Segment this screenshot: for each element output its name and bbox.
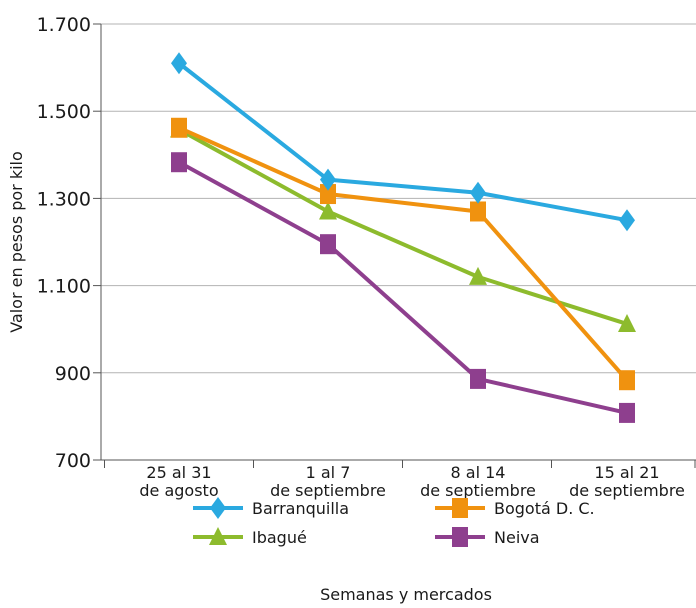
data-point [469, 266, 487, 285]
y-tick-label: 900 [55, 363, 91, 385]
series-2 [170, 119, 636, 332]
legend-item: Barranquilla [193, 497, 349, 519]
data-point [619, 370, 635, 391]
y-axis-title: Valor en pesos por kilo [7, 151, 26, 333]
axes [93, 23, 696, 468]
x-tick-labels: 25 al 31 de agosto 1 al 7 de septiembre 8 al… [139, 463, 685, 500]
legend-marker [209, 527, 227, 545]
series-line [178, 160, 628, 415]
data-point [470, 201, 486, 222]
data-point [470, 181, 486, 204]
data-point [470, 368, 486, 389]
legend-label: Ibagué [252, 528, 307, 547]
series-group [170, 52, 636, 423]
series-0 [171, 52, 635, 232]
series-1 [171, 117, 635, 391]
legend-item: Bogotá D. C. [435, 498, 595, 518]
legend: Barranquilla Bogotá D. C. Ibagué Neiva [193, 497, 595, 547]
data-point [619, 402, 635, 423]
data-point [320, 168, 336, 191]
x-axis-title: Semanas y mercados [320, 585, 492, 604]
legend-marker [452, 498, 468, 518]
legend-marker [210, 497, 226, 519]
y-tick-label: 700 [55, 450, 91, 472]
legend-label: Barranquilla [252, 499, 349, 518]
x-tick-label: 1 al 7 de septiembre [270, 463, 386, 500]
y-tick-label: 1.100 [37, 276, 91, 298]
legend-label: Neiva [494, 528, 540, 547]
data-point [618, 313, 636, 332]
y-tick-labels: 700 900 1.100 1.300 1.500 1.700 [37, 14, 91, 472]
x-tick-label: 25 al 31 de agosto [139, 463, 218, 500]
y-tick-label: 1.500 [37, 101, 91, 123]
data-point [619, 209, 635, 232]
x-tick-label: 8 al 14 de septiembre [420, 463, 536, 500]
y-tick-label: 1.700 [37, 14, 91, 36]
legend-marker [452, 527, 468, 547]
legend-item: Neiva [435, 527, 540, 547]
data-point [171, 52, 187, 75]
series-3 [171, 152, 635, 423]
data-point [320, 184, 336, 205]
data-point [171, 117, 187, 138]
data-point [319, 201, 337, 220]
legend-label: Bogotá D. C. [494, 499, 595, 518]
series-line [177, 61, 628, 223]
y-tick-label: 1.300 [37, 188, 91, 210]
data-point [171, 152, 187, 173]
legend-item: Ibagué [193, 527, 307, 547]
series-line [178, 127, 628, 326]
x-tick-label: 15 al 21 de septiembre [569, 463, 685, 500]
series-line [178, 125, 629, 382]
data-point [320, 234, 336, 255]
